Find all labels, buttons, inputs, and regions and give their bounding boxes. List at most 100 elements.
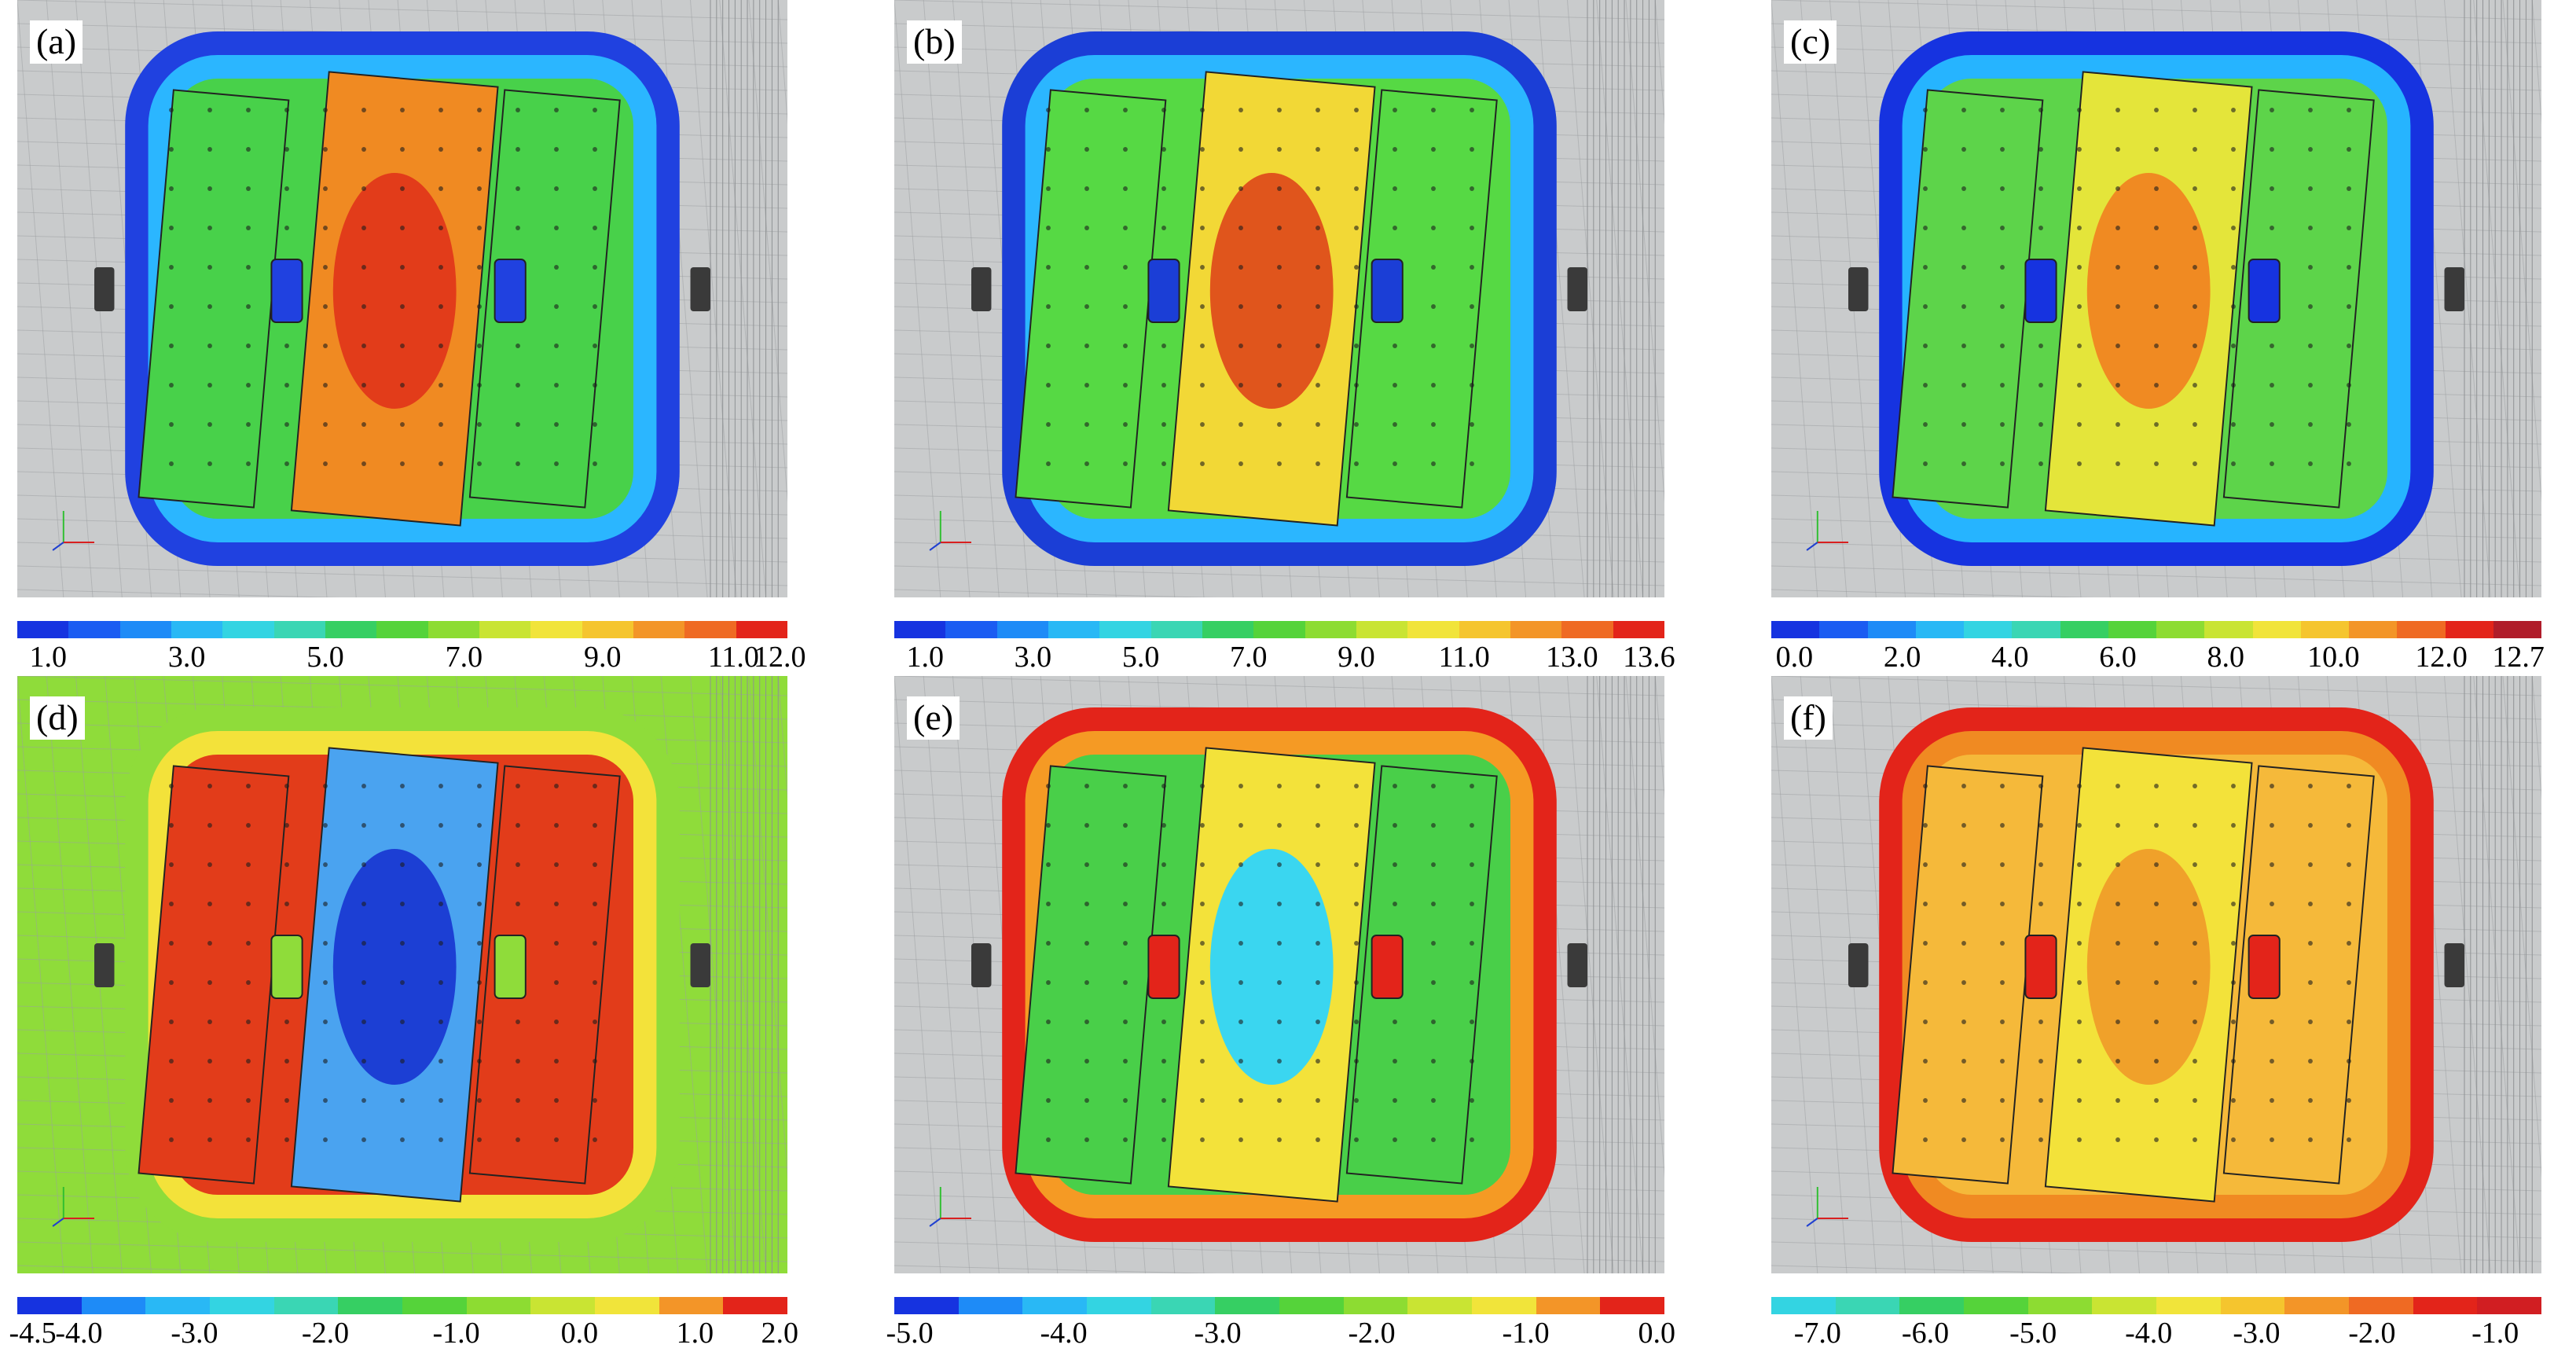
node-dot-b [1277, 147, 1282, 152]
node-dot-f [2270, 784, 2274, 788]
node-dot-c [2000, 344, 2005, 348]
node-dot-b [1393, 344, 1397, 348]
node-dot-a [323, 344, 328, 348]
node-dot-d [246, 1059, 251, 1064]
node-dot-d [554, 980, 559, 985]
mesh-line-b [894, 0, 1664, 20]
node-dot-d [246, 862, 251, 867]
node-dot-e [1316, 1019, 1320, 1024]
node-dot-b [1200, 147, 1205, 152]
contour-svg-f [1771, 676, 2541, 1273]
node-dot-a [593, 304, 597, 309]
node-dot-e [1200, 784, 1205, 788]
node-dot-f [2115, 1098, 2120, 1103]
node-dot-e [1046, 862, 1051, 867]
node-dot-b [1046, 265, 1051, 270]
node-dot-f [1961, 823, 1966, 828]
node-dot-d [516, 902, 520, 906]
node-dot-b [1046, 422, 1051, 427]
tick-e-3: -2.0 [1348, 1317, 1396, 1350]
opening-e-0 [1147, 935, 1180, 999]
colorbar-b [894, 621, 1664, 638]
node-dot-a [169, 304, 174, 309]
colorbar-d [17, 1297, 788, 1314]
node-dot-e [1354, 1098, 1359, 1103]
node-dot-f [2308, 1098, 2313, 1103]
node-dot-c [2193, 147, 2197, 152]
node-dot-c [2231, 304, 2236, 309]
node-dot-c [1961, 461, 1966, 466]
node-dot-d [284, 784, 289, 788]
mesh-line-d [719, 676, 767, 1273]
node-dot-c [2115, 108, 2120, 112]
colorbar-segment-a-2 [119, 621, 171, 638]
node-dot-e [1277, 980, 1282, 985]
node-dot-f [2154, 1019, 2159, 1024]
colorbar-segment-c-5 [2012, 621, 2060, 638]
node-dot-b [1084, 226, 1089, 230]
node-dot-e [1431, 1059, 1436, 1064]
node-dot-c [1923, 186, 1928, 191]
node-dot-f [2231, 1059, 2236, 1064]
colorbar-segment-a-9 [479, 621, 531, 638]
panel-c: (c) 0.0 2.0 4.0 6.0 8.0 10.0 12.0 12.7 [1754, 0, 2545, 674]
node-dot-a [207, 265, 212, 270]
node-dot-a [323, 461, 328, 466]
node-dot-a [554, 265, 559, 270]
node-dot-d [439, 1019, 443, 1024]
opening-a-1 [494, 259, 527, 323]
node-dot-f [2231, 1019, 2236, 1024]
node-dot-b [1393, 147, 1397, 152]
node-dot-b [1470, 147, 1474, 152]
colorbar-segment-a-8 [427, 621, 479, 638]
tick-e-4: -1.0 [1502, 1317, 1550, 1350]
node-dot-d [554, 823, 559, 828]
node-dot-d [323, 1137, 328, 1142]
node-dot-a [477, 304, 482, 309]
node-dot-c [2077, 108, 2082, 112]
node-dot-a [207, 461, 212, 466]
node-dot-d [323, 862, 328, 867]
node-dot-e [1316, 902, 1320, 906]
node-dot-f [1923, 862, 1928, 867]
colorbar-segment-c-8 [2156, 621, 2205, 638]
node-dot-f [2270, 1059, 2274, 1064]
node-dot-b [1431, 422, 1436, 427]
node-dot-b [1161, 226, 1166, 230]
node-dot-d [554, 784, 559, 788]
node-dot-a [400, 265, 405, 270]
tick-f-0: -7.0 [1793, 1317, 1841, 1350]
node-dot-d [400, 1019, 405, 1024]
mesh-line-a [17, 0, 787, 20]
node-dot-e [1046, 1059, 1051, 1064]
mesh-line-f [1771, 1265, 2095, 1273]
contour-svg-c [1771, 0, 2541, 597]
node-dot-d [400, 902, 405, 906]
tick-f-3: -4.0 [2125, 1317, 2173, 1350]
contour-core-d [332, 849, 457, 1085]
mesh-line-b [894, 565, 1664, 586]
node-dot-e [1200, 1098, 1205, 1103]
colorbar-segment-f-5 [2092, 1297, 2157, 1314]
mesh-line-b [894, 589, 1218, 597]
mesh-line-f [1771, 676, 2541, 696]
node-dot-d [207, 823, 212, 828]
node-dot-e [1431, 1098, 1436, 1103]
node-dot-e [1123, 1137, 1128, 1142]
node-dot-e [1431, 941, 1436, 946]
tick-e-5: 0.0 [1638, 1317, 1675, 1350]
colorbar-segment-d-2 [145, 1297, 211, 1314]
colorbar-segment-c-1 [1819, 621, 1868, 638]
node-dot-e [1200, 980, 1205, 985]
colorbar-segment-d-5 [338, 1297, 403, 1314]
node-dot-d [284, 1137, 289, 1142]
mesh-line-d [17, 676, 64, 1273]
mesh-line-c [1800, 0, 1848, 597]
node-dot-c [2270, 383, 2274, 388]
node-dot-d [323, 784, 328, 788]
node-dot-d [361, 1059, 366, 1064]
node-dot-e [1316, 862, 1320, 867]
node-dot-d [593, 980, 597, 985]
node-dot-f [2308, 1137, 2313, 1142]
tick-c-6: 12.0 [2415, 641, 2468, 674]
